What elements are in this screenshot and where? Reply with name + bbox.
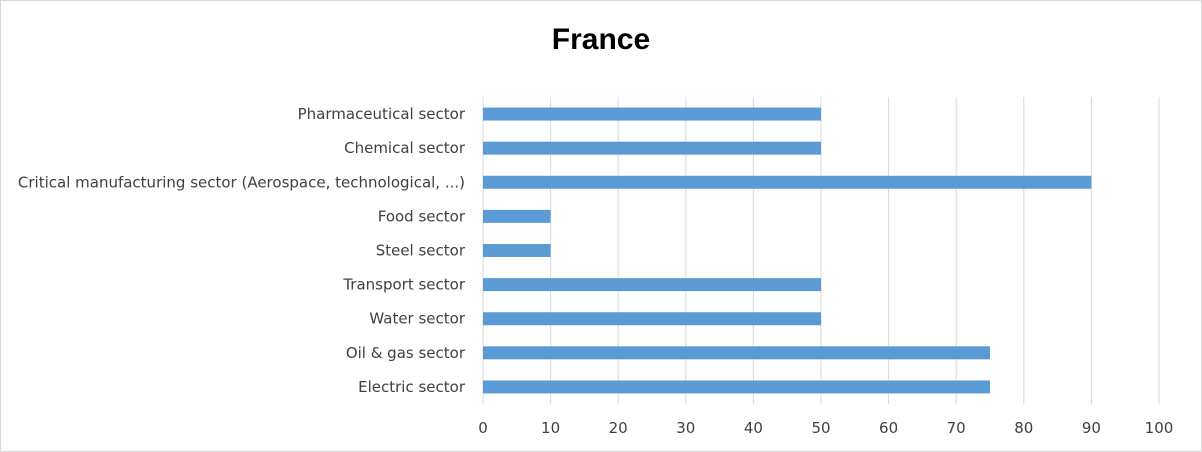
chart-title: France [551, 23, 651, 56]
bars [483, 107, 1092, 394]
x-tick-label: 90 [1082, 419, 1101, 437]
bar [483, 346, 990, 360]
category-label: Food sector [378, 207, 466, 225]
bar [483, 312, 821, 326]
bar [483, 209, 551, 223]
category-label: Critical manufacturing sector (Aerospace… [18, 173, 465, 191]
x-tick-label: 60 [879, 419, 898, 437]
category-label: Pharmaceutical sector [298, 105, 466, 123]
category-labels: Pharmaceutical sector Chemical sector Crit… [18, 105, 466, 396]
bar [483, 244, 551, 257]
bar [483, 278, 821, 292]
category-label: Water sector [369, 310, 465, 328]
x-tick-label: 10 [541, 419, 560, 437]
bar [483, 380, 990, 394]
x-tick-label: 100 [1145, 419, 1174, 437]
x-tick-label: 30 [676, 419, 695, 437]
x-tick-label: 80 [1014, 419, 1033, 437]
category-label: Chemical sector [344, 139, 466, 157]
bar [483, 141, 821, 155]
x-tick-label: 50 [811, 419, 830, 437]
category-label: Electric sector [358, 378, 466, 396]
x-tick-label: 20 [609, 419, 628, 437]
category-label: Steel sector [376, 242, 466, 260]
category-label: Oil & gas sector [346, 344, 466, 362]
bar [483, 175, 1092, 189]
bar [483, 107, 821, 121]
x-tick-labels: 0 10 20 30 40 50 60 70 80 90 100 [478, 419, 1173, 437]
x-tick-label: 70 [947, 419, 966, 437]
x-tick-label: 0 [478, 419, 488, 437]
x-tick-label: 40 [744, 419, 763, 437]
category-label: Transport sector [342, 276, 466, 294]
